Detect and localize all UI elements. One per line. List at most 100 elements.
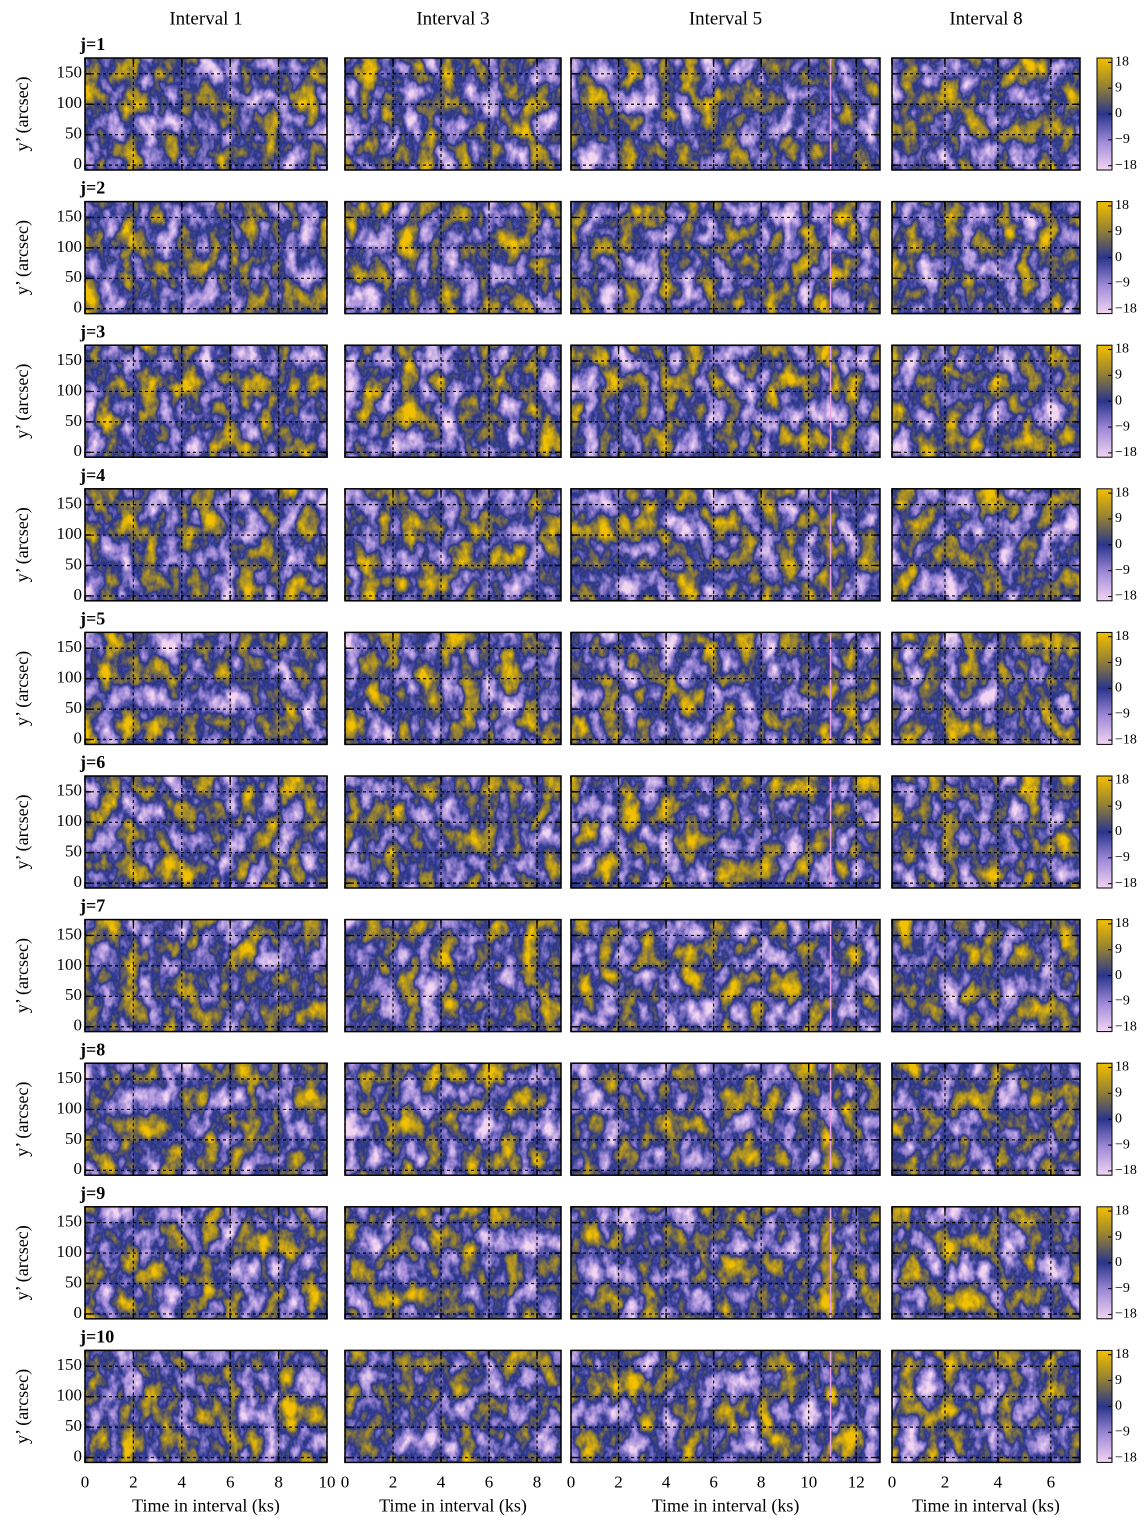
colorbar-tick-label: −18 <box>1115 1163 1137 1178</box>
heatmap-image <box>892 488 1080 601</box>
x-tick-label: 4 <box>994 1472 1003 1491</box>
colorbar-tick-label: 0 <box>1115 1399 1122 1414</box>
colorbar-tick-label: −9 <box>1115 850 1130 865</box>
colorbar-tick-label: −9 <box>1115 419 1130 434</box>
y-tick-label: 150 <box>57 1068 83 1087</box>
panel-frame <box>891 775 1081 889</box>
heatmap-image <box>345 201 561 314</box>
y-tick-label: 100 <box>57 380 83 399</box>
y-tick-label: 150 <box>57 494 83 513</box>
colorbar-tick-label: 9 <box>1115 1086 1122 1101</box>
y-axis-label: y’ (arcsec) <box>12 507 33 582</box>
colorbar-tick-label: −18 <box>1115 1450 1137 1465</box>
heatmap-image <box>571 776 880 888</box>
panel-frame <box>84 1062 328 1176</box>
column-title: Interval 3 <box>416 8 489 29</box>
heatmap-image <box>85 488 327 601</box>
y-tick-label: 0 <box>74 1016 83 1035</box>
heatmap-image <box>892 776 1080 888</box>
panel-frame <box>891 200 1081 315</box>
panel-frame <box>570 918 881 1033</box>
row-label: j=4 <box>79 465 105 485</box>
y-tick-label: 50 <box>65 985 82 1004</box>
colorbar-tick-label: −18 <box>1115 732 1137 747</box>
x-tick-label: 4 <box>437 1472 446 1491</box>
colorbar-tick-label: 18 <box>1115 1060 1129 1075</box>
panel-frame <box>84 57 328 171</box>
panel-frame <box>570 775 881 889</box>
colorbar-tick-label: −9 <box>1115 994 1130 1009</box>
y-tick-label: 50 <box>65 1272 82 1291</box>
panel-frame <box>570 1206 881 1320</box>
y-tick-label: 150 <box>57 1355 83 1374</box>
y-tick-label: 100 <box>57 1386 83 1405</box>
panel-frame <box>84 775 328 889</box>
colorbar-tick-label: 0 <box>1115 106 1122 121</box>
colorbar-tick-label: −9 <box>1115 563 1130 578</box>
colorbar-tick-label: 18 <box>1115 1347 1129 1362</box>
row-label: j=6 <box>79 752 105 772</box>
colorbar-tick-label: −18 <box>1115 302 1137 317</box>
x-tick-label: 4 <box>178 1472 187 1491</box>
panel-frame <box>891 631 1081 746</box>
x-tick-label: 0 <box>888 1472 897 1491</box>
y-axis-label: y’ (arcsec) <box>12 938 33 1013</box>
x-axis-label: Time in interval (ks) <box>379 1496 527 1517</box>
colorbar-tick-label: 9 <box>1115 1373 1122 1388</box>
colorbar-tick-label: 18 <box>1115 342 1129 357</box>
panel-frame <box>891 1062 1081 1176</box>
panel-frame <box>344 200 562 315</box>
panel-frame <box>84 1206 328 1320</box>
colorbar-tick-label: 0 <box>1115 250 1122 265</box>
colorbar-tick-label: 0 <box>1115 681 1122 696</box>
y-axis-label: y’ (arcsec) <box>12 794 33 869</box>
heatmap-image <box>571 1350 880 1463</box>
colorbar-tick-label: −9 <box>1115 132 1130 147</box>
heatmap-image <box>345 1063 561 1176</box>
row-label: j=9 <box>79 1183 105 1203</box>
y-tick-label: 0 <box>74 1159 83 1178</box>
colorbar-tick-label: 9 <box>1115 1229 1122 1244</box>
colorbar-tick-label: 0 <box>1115 968 1122 983</box>
y-axis-label: y’ (arcsec) <box>12 1369 33 1444</box>
panel-frame <box>570 344 881 458</box>
heatmap-image <box>85 201 327 314</box>
row-label: j=7 <box>79 896 105 916</box>
panel-frame <box>84 631 328 746</box>
colorbar-tick-label: 9 <box>1115 942 1122 957</box>
colorbar-tick-label: −9 <box>1115 1281 1130 1296</box>
y-tick-label: 100 <box>57 237 83 256</box>
colorbar-tick-label: 0 <box>1115 537 1122 552</box>
y-tick-label: 150 <box>57 1212 83 1231</box>
x-tick-label: 8 <box>757 1472 766 1491</box>
heatmap-image <box>571 919 880 1032</box>
colorbar-tick-label: −9 <box>1115 1424 1130 1439</box>
x-tick-label: 8 <box>274 1472 283 1491</box>
colorbar-tick-label: 0 <box>1115 1111 1122 1126</box>
panel-frame <box>344 344 562 458</box>
heatmap-image <box>892 919 1080 1032</box>
colorbar-tick-label: 0 <box>1115 1255 1122 1270</box>
x-tick-label: 6 <box>226 1472 235 1491</box>
heatmap-image <box>85 1206 327 1319</box>
panel-frame <box>84 200 328 315</box>
panel-frame <box>570 488 881 602</box>
colorbar-tick-label: 9 <box>1115 798 1122 813</box>
heatmap-image <box>345 919 561 1032</box>
panel-frame <box>344 775 562 889</box>
y-tick-label: 100 <box>57 1242 83 1261</box>
panel-frame <box>570 57 881 171</box>
panel-frame <box>891 1349 1081 1464</box>
colorbar-tick-label: 18 <box>1115 629 1129 644</box>
y-tick-label: 0 <box>74 298 83 317</box>
colorbar-tick-label: 18 <box>1115 485 1129 500</box>
y-tick-label: 0 <box>74 1303 83 1322</box>
colorbar-tick-label: 9 <box>1115 368 1122 383</box>
colorbar-tick-label: −18 <box>1115 876 1137 891</box>
heatmap-image <box>345 488 561 601</box>
panel-frame <box>344 631 562 746</box>
x-tick-label: 0 <box>81 1472 90 1491</box>
heatmap-image <box>85 776 327 888</box>
y-tick-label: 0 <box>74 872 83 891</box>
heatmap-image <box>345 345 561 458</box>
